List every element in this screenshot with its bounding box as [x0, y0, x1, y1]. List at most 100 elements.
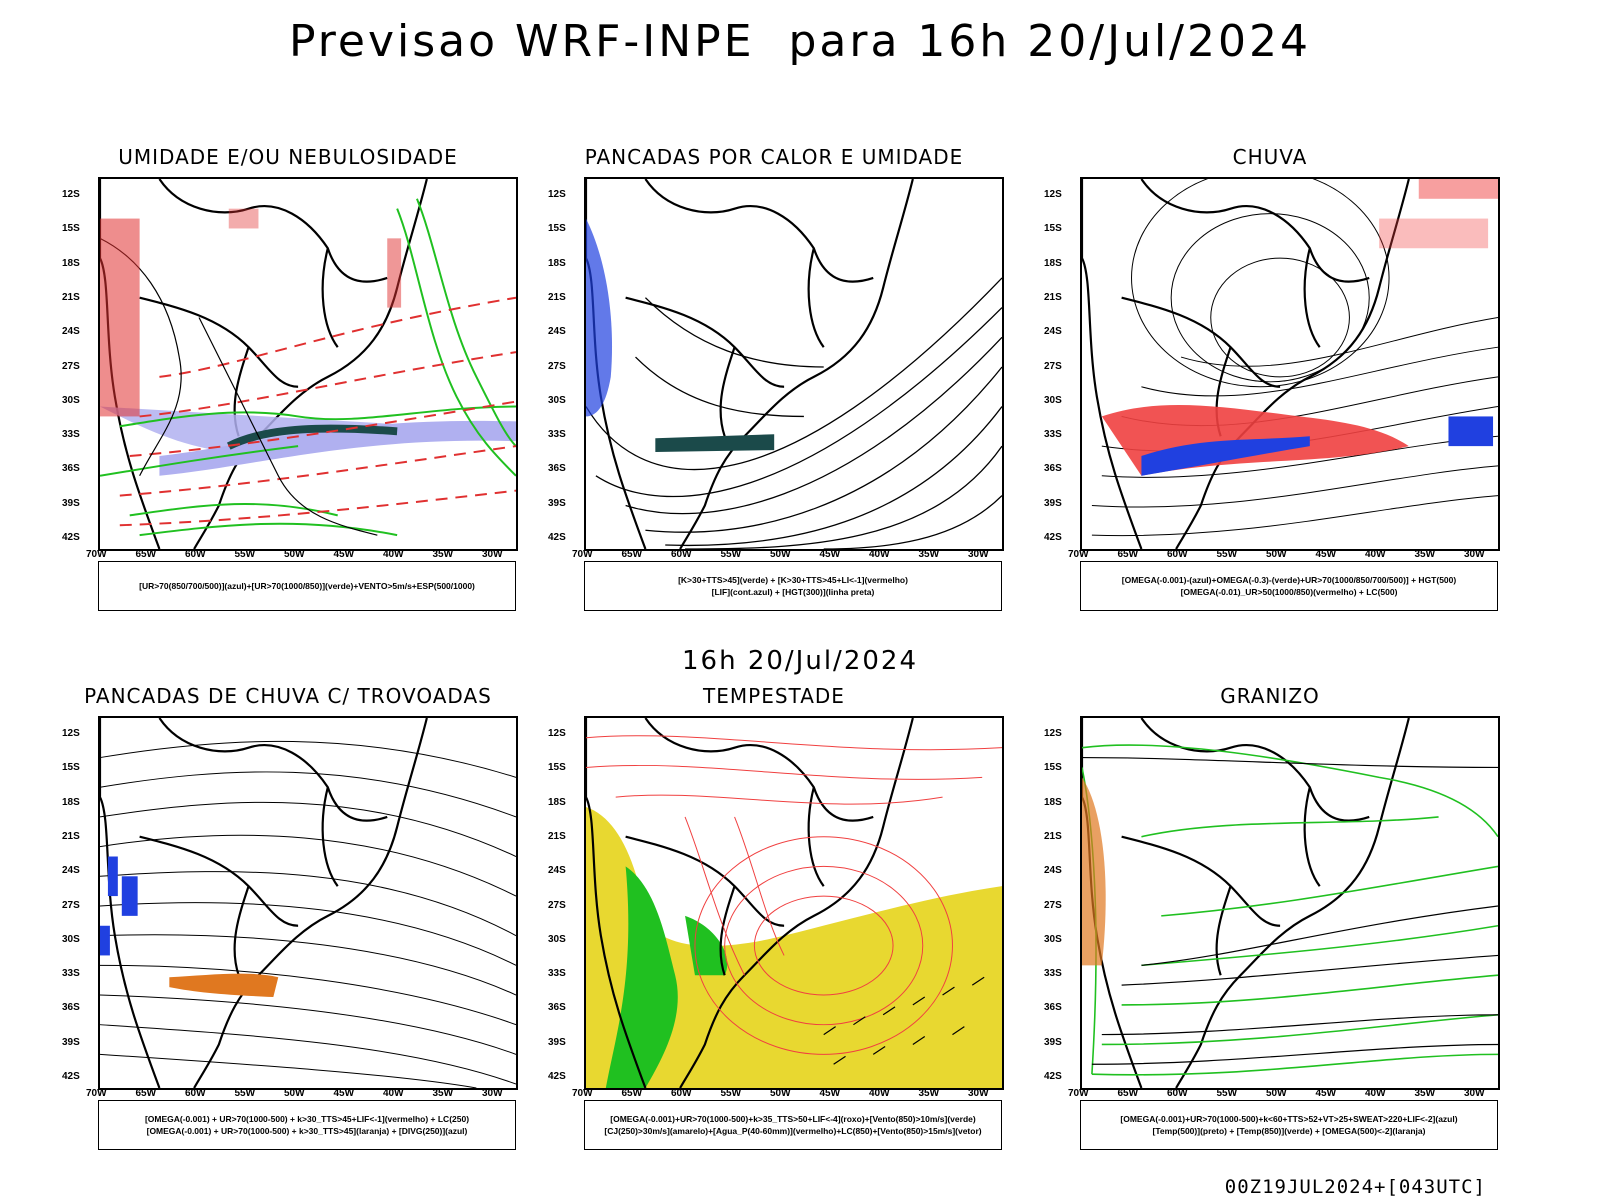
instability-area: [655, 434, 775, 453]
map-frame: [584, 177, 1004, 551]
run-info-footer: 00Z19JUL2024+[043UTC]: [1224, 1176, 1486, 1198]
lat-tick-label: 39S: [1044, 1036, 1062, 1048]
lat-tick-label: 15S: [1044, 223, 1062, 235]
panel-tempestade: TEMPESTADE: [534, 684, 1014, 1164]
lat-tick-label: 24S: [548, 865, 566, 877]
border-line: [158, 718, 388, 822]
lat-tick-label: 42S: [62, 532, 80, 543]
lat-tick-label: 24S: [62, 326, 80, 338]
orange-thunder-area: [169, 973, 279, 997]
wind-vectors: [823, 976, 985, 1065]
border-line: [1303, 786, 1321, 887]
blue-divg: [100, 856, 138, 956]
lon-tick-label: 45W: [819, 1088, 841, 1099]
lon-tick-label: 70W: [572, 549, 593, 560]
lat-tick-label: 21S: [62, 291, 80, 303]
border-line: [1175, 718, 1410, 1088]
panel-umidade: UMIDADE E/OU NEBULOSIDADE: [48, 145, 528, 625]
lat-tick-label: 24S: [1044, 326, 1062, 338]
lon-tick-label: 55W: [1216, 1088, 1238, 1099]
border-line: [807, 247, 825, 348]
lat-tick-label: 42S: [1044, 1071, 1062, 1082]
legend-line-1: [OMEGA(-0.001)+UR>70(1000-500)+k<60+TTS>…: [1120, 1114, 1458, 1124]
lat-tick-label: 39S: [62, 497, 80, 509]
border-line: [233, 885, 250, 976]
legend-line-2: [OMEGA(-0.01)_UR>50(1000/850)(vermelho) …: [1180, 587, 1398, 597]
legend-box: [OMEGA(-0.001)-(azul)+OMEGA(-0.3)-(verde…: [1080, 561, 1498, 611]
lon-tick-label: 60W: [1167, 549, 1188, 560]
panel-pancadas-calor: PANCADAS POR CALOR E UMIDADE [K>30+TTS>4…: [534, 145, 1014, 625]
lon-tick-label: 35W: [432, 549, 454, 560]
border-line: [719, 346, 736, 437]
border-line: [158, 179, 388, 283]
lat-tick-label: 12S: [1044, 189, 1062, 200]
lon-tick-label: 35W: [1414, 549, 1436, 560]
panel-chuva: CHUVA: [1030, 145, 1510, 625]
lon-tick-label: 30W: [1464, 1088, 1485, 1099]
lon-tick-label: 40W: [383, 549, 404, 560]
panel-title: TEMPESTADE: [703, 684, 845, 708]
wind-850-area-2: [685, 915, 728, 976]
lat-tick-label: 24S: [548, 326, 566, 338]
lat-tick-label: 42S: [1044, 532, 1062, 543]
lat-tick-label: 33S: [1044, 968, 1062, 980]
border-line: [807, 786, 825, 887]
lat-tick-label: 33S: [548, 429, 566, 441]
border-line: [1175, 179, 1410, 549]
lon-tick-label: 35W: [918, 549, 940, 560]
lon-tick-label: 45W: [333, 549, 355, 560]
legend-line-1: [UR>70(850/700/500)](azul)+[UR>70(1000/8…: [139, 581, 475, 591]
temp500-contours: [1082, 756, 1498, 1065]
temp850-contours: [1082, 744, 1498, 1076]
lon-tick-label: 50W: [770, 1088, 791, 1099]
border-line: [679, 718, 914, 1088]
lat-tick-label: 33S: [62, 968, 80, 980]
legend-line-1: [OMEGA(-0.001)+UR>70(1000-500)+k>35_TTS>…: [610, 1114, 976, 1124]
lat-tick-label: 21S: [548, 291, 566, 303]
lon-tick-label: 70W: [1068, 1088, 1089, 1099]
lon-tick-label: 65W: [1117, 1088, 1139, 1099]
border-line: [1121, 835, 1281, 927]
lon-tick-label: 30W: [1464, 549, 1485, 560]
lon-tick-label: 50W: [770, 549, 791, 560]
lon-tick-label: 50W: [284, 549, 305, 560]
lat-tick-label: 27S: [548, 899, 566, 911]
coastline: [586, 179, 914, 549]
lat-tick-label: 18S: [62, 257, 80, 269]
red-dots: [100, 208, 402, 417]
panel-title: PANCADAS DE CHUVA C/ TROVOADAS: [84, 684, 492, 708]
lon-tick-label: 45W: [333, 1088, 355, 1099]
panel-title: PANCADAS POR CALOR E UMIDADE: [584, 145, 964, 169]
border-line: [719, 885, 736, 976]
legend-line-1: [K>30+TTS>45](verde) + [K>30+TTS>45+LI<-…: [678, 575, 908, 585]
lat-tick-label: 36S: [548, 463, 566, 475]
lat-tick-label: 15S: [548, 762, 566, 774]
lat-tick-label: 27S: [1044, 360, 1062, 372]
lat-tick-label: 30S: [1044, 933, 1062, 945]
thickness-contours: [119, 296, 516, 527]
lat-tick-label: 36S: [62, 1002, 80, 1014]
lon-tick-label: 40W: [1365, 1088, 1386, 1099]
border-line: [1215, 885, 1232, 976]
lon-tick-label: 55W: [720, 1088, 742, 1099]
panel-title: GRANIZO: [1220, 684, 1320, 708]
lat-tick-label: 30S: [548, 394, 566, 406]
lat-tick-label: 18S: [62, 796, 80, 808]
lat-tick-label: 27S: [62, 899, 80, 911]
legend-box: [OMEGA(-0.001) + UR>70(1000-500) + k>30_…: [98, 1100, 516, 1150]
border-line: [625, 835, 785, 927]
map-frame: [98, 716, 518, 1090]
lon-tick-label: 50W: [284, 1088, 305, 1099]
border-line: [586, 718, 647, 1088]
lon-tick-label: 40W: [1365, 549, 1386, 560]
lat-tick-label: 12S: [548, 728, 566, 739]
border-line: [679, 179, 914, 549]
lif-contours: [586, 218, 613, 417]
red-rain-areas: [1101, 179, 1498, 476]
lat-tick-label: 15S: [1044, 762, 1062, 774]
lon-tick-label: 30W: [482, 1088, 503, 1099]
panel-title: UMIDADE E/OU NEBULOSIDADE: [118, 145, 458, 169]
lat-tick-label: 36S: [62, 463, 80, 475]
lat-tick-label: 21S: [548, 830, 566, 842]
lat-tick-label: 36S: [548, 1002, 566, 1014]
